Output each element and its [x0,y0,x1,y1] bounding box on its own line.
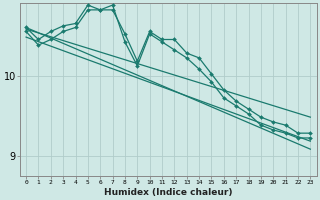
X-axis label: Humidex (Indice chaleur): Humidex (Indice chaleur) [104,188,232,197]
